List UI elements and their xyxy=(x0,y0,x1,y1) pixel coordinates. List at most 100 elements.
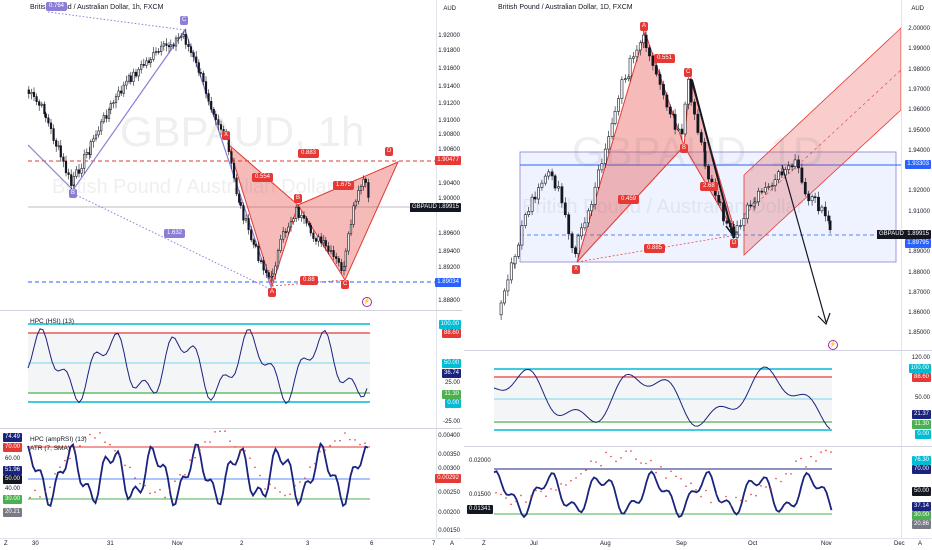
left-ind2-dot xyxy=(279,491,281,493)
right-candle-body xyxy=(745,204,749,219)
right-candle-body xyxy=(583,222,587,229)
left-candle-body xyxy=(271,273,274,277)
left-candle-body xyxy=(295,206,298,219)
left-ind2-dot xyxy=(349,438,351,441)
right-ind1-tick: 11.30 xyxy=(912,420,931,429)
left-time-axis[interactable]: Z 30 31 Nov 2 3 6 7 A xyxy=(0,538,462,550)
right-ind2-dot xyxy=(655,471,657,474)
left-ind2-dot xyxy=(34,489,36,492)
left-candle-body xyxy=(259,260,263,262)
left-ind1-tick: -25.00 xyxy=(442,419,460,425)
left-pane-separator[interactable] xyxy=(0,428,462,429)
right-corner-a[interactable]: A xyxy=(918,541,923,547)
right-ind2-dot xyxy=(680,477,682,480)
left-ind2-dot xyxy=(134,477,136,479)
right-price-tick: 1.89000 xyxy=(908,249,930,255)
left-ind2-dot xyxy=(234,446,236,448)
left-ind2-dot xyxy=(219,430,221,433)
left-ind2-tick: 50.00 xyxy=(3,475,23,484)
left-candle-body xyxy=(197,62,200,73)
right-ind2-dot xyxy=(810,455,812,458)
left-candle-body xyxy=(154,51,158,53)
right-point-a: A xyxy=(640,22,649,31)
left-chart-panel[interactable]: British Pound / Australian Dollar, 1h, F… xyxy=(0,0,462,550)
left-corner-a[interactable]: A xyxy=(450,541,455,547)
left-candle-body xyxy=(57,145,60,148)
right-time-label: Jul xyxy=(530,541,538,547)
right-ind2-dot xyxy=(660,466,662,468)
right-price-tick: 1.91000 xyxy=(908,209,930,215)
left-ind2-dot xyxy=(324,449,326,451)
right-price-axis[interactable]: AUD 2.00000 1.99000 1.98000 1.97000 1.96… xyxy=(901,0,932,550)
right-candle-body xyxy=(668,106,672,115)
right-chart-panel[interactable]: British Pound / Australian Dollar, 1D, F… xyxy=(464,0,932,550)
right-candle-body xyxy=(613,110,617,124)
left-candle-body xyxy=(180,35,183,38)
right-candle-body xyxy=(509,262,513,281)
left-ind1-title: HPC (HSI) (13) xyxy=(30,318,75,325)
right-ind2-dot xyxy=(745,500,747,502)
right-ind2-dot xyxy=(790,473,792,475)
right-time-label: Oct xyxy=(748,541,758,547)
right-lightning-icon[interactable]: ⚡ xyxy=(828,340,838,350)
right-candle-body xyxy=(687,79,690,105)
left-time-label: 2 xyxy=(240,541,244,547)
left-ind2-dot xyxy=(144,484,146,487)
left-ind1-tick: 50.00 xyxy=(441,359,461,368)
right-candle-body xyxy=(753,201,757,204)
right-pane-separator[interactable] xyxy=(464,350,932,351)
left-lightning-icon[interactable]: ⚡ xyxy=(362,297,372,307)
left-candle-body xyxy=(160,45,163,53)
left-candle-body xyxy=(287,226,290,233)
left-ind2-dot xyxy=(174,480,176,483)
right-candle-body xyxy=(513,256,517,265)
left-corner-z[interactable]: Z xyxy=(4,541,8,547)
left-ind2-dot xyxy=(99,432,101,434)
right-chart-canvas[interactable] xyxy=(464,0,901,538)
left-ind1-tick: 0.00 xyxy=(445,399,461,408)
left-pane-separator[interactable] xyxy=(0,310,462,311)
left-chart-canvas[interactable] xyxy=(0,0,436,538)
right-ind2-dot xyxy=(700,495,702,498)
left-watermark-symbol: GBPAUD, 1h xyxy=(120,108,365,155)
left-candle-body xyxy=(250,229,253,241)
left-ind2-dot xyxy=(244,449,246,452)
right-point-b: B xyxy=(680,144,689,153)
right-arrow-line xyxy=(781,164,827,323)
left-ind1-tick: 100.00 xyxy=(438,320,461,329)
left-ind2-dot xyxy=(229,440,231,443)
left-ind2-tick: 20.21 xyxy=(3,508,23,517)
left-candle-body xyxy=(254,244,257,247)
right-candle-body xyxy=(540,182,544,188)
right-ind2-dot xyxy=(560,483,562,485)
right-candle-body xyxy=(530,196,534,212)
right-arrow-head xyxy=(725,223,735,236)
right-price-tick: 1.92000 xyxy=(908,188,930,194)
right-candle-body xyxy=(735,225,739,233)
left-candle-body xyxy=(274,265,277,275)
left-time-label: 7 xyxy=(432,541,436,547)
left-price-tick: 1.90800 xyxy=(438,132,460,138)
right-price-tick: 1.87000 xyxy=(908,290,930,296)
left-point-a: A xyxy=(268,288,277,297)
right-pane-separator[interactable] xyxy=(464,446,932,447)
left-candle-body xyxy=(125,80,128,86)
left-ind2-dot xyxy=(79,445,81,447)
left-candle-body xyxy=(300,215,303,218)
right-ind1-tick: 50.00 xyxy=(914,395,930,401)
right-candle-body xyxy=(560,186,564,204)
right-ind2-rtick: 76.30 xyxy=(911,456,931,465)
left-ind2-dot xyxy=(184,473,186,476)
left-candle-body xyxy=(187,44,190,47)
right-ind2-dot xyxy=(755,494,757,497)
left-candle-body xyxy=(167,45,171,48)
right-symbol-tag: GBPAUD xyxy=(877,230,906,239)
left-candle-body xyxy=(184,34,187,45)
left-candle-body xyxy=(89,141,92,155)
left-price-axis[interactable]: AUD 1.92000 1.91800 1.91600 1.91400 1.91… xyxy=(435,0,462,550)
right-time-axis[interactable]: Z Jul Aug Sep Oct Nov Dec A xyxy=(464,538,932,550)
right-candle-body xyxy=(800,167,804,183)
right-corner-z[interactable]: Z xyxy=(482,541,486,547)
left-price-level-blue: 1.89034 xyxy=(435,278,461,287)
left-ind2-dot xyxy=(239,449,241,452)
